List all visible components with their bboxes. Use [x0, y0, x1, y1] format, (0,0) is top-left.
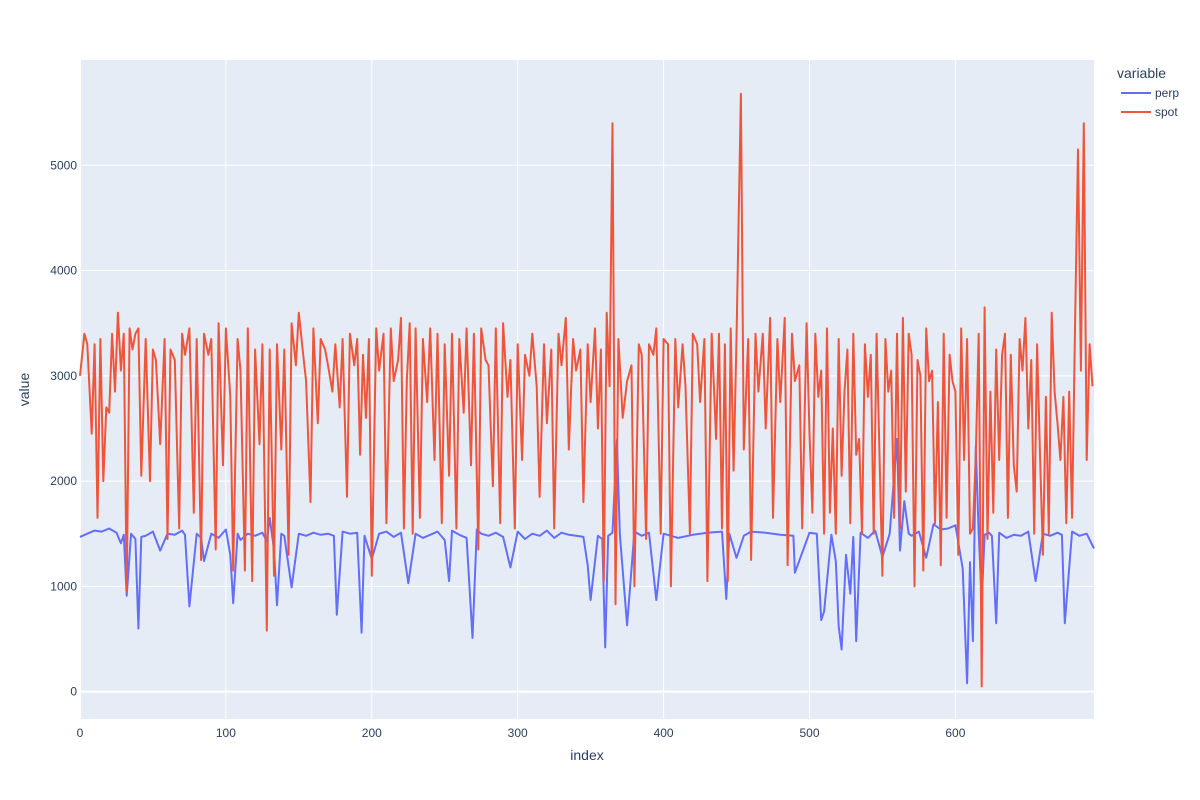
legend-item-spot[interactable]: spot [1121, 105, 1178, 119]
legend-label: perp [1155, 86, 1179, 100]
y-tick-label: 4000 [50, 264, 77, 278]
x-axis-title: index [570, 747, 603, 763]
series-line-perp [79, 438, 1095, 685]
y-tick-label: 3000 [50, 369, 77, 383]
series-line-spot [79, 92, 1094, 688]
y-tick-label: 2000 [50, 474, 77, 488]
x-tick-label: 0 [77, 726, 84, 740]
series-lines [79, 92, 1095, 688]
y-tick-label: 0 [70, 685, 77, 699]
x-tick-label: 500 [799, 726, 819, 740]
x-tick-label: 100 [216, 726, 236, 740]
legend-item-perp[interactable]: perp [1121, 86, 1179, 100]
zero-line [79, 60, 1094, 719]
legend-title: variable [1117, 65, 1166, 81]
y-axis-title: value [16, 373, 32, 407]
x-tick-label: 400 [654, 726, 674, 740]
y-tick-label: 5000 [50, 158, 77, 172]
tick-labels: 0 100 200 300 400 500 600 0 1000 2000 3000 4000 5000 [50, 158, 965, 740]
y-tick-label: 1000 [50, 579, 77, 593]
x-tick-label: 300 [508, 726, 528, 740]
x-tick-label: 200 [362, 726, 382, 740]
legend-label: spot [1155, 105, 1178, 119]
x-tick-label: 600 [945, 726, 965, 740]
legend[interactable]: variable perp spot [1117, 65, 1179, 119]
